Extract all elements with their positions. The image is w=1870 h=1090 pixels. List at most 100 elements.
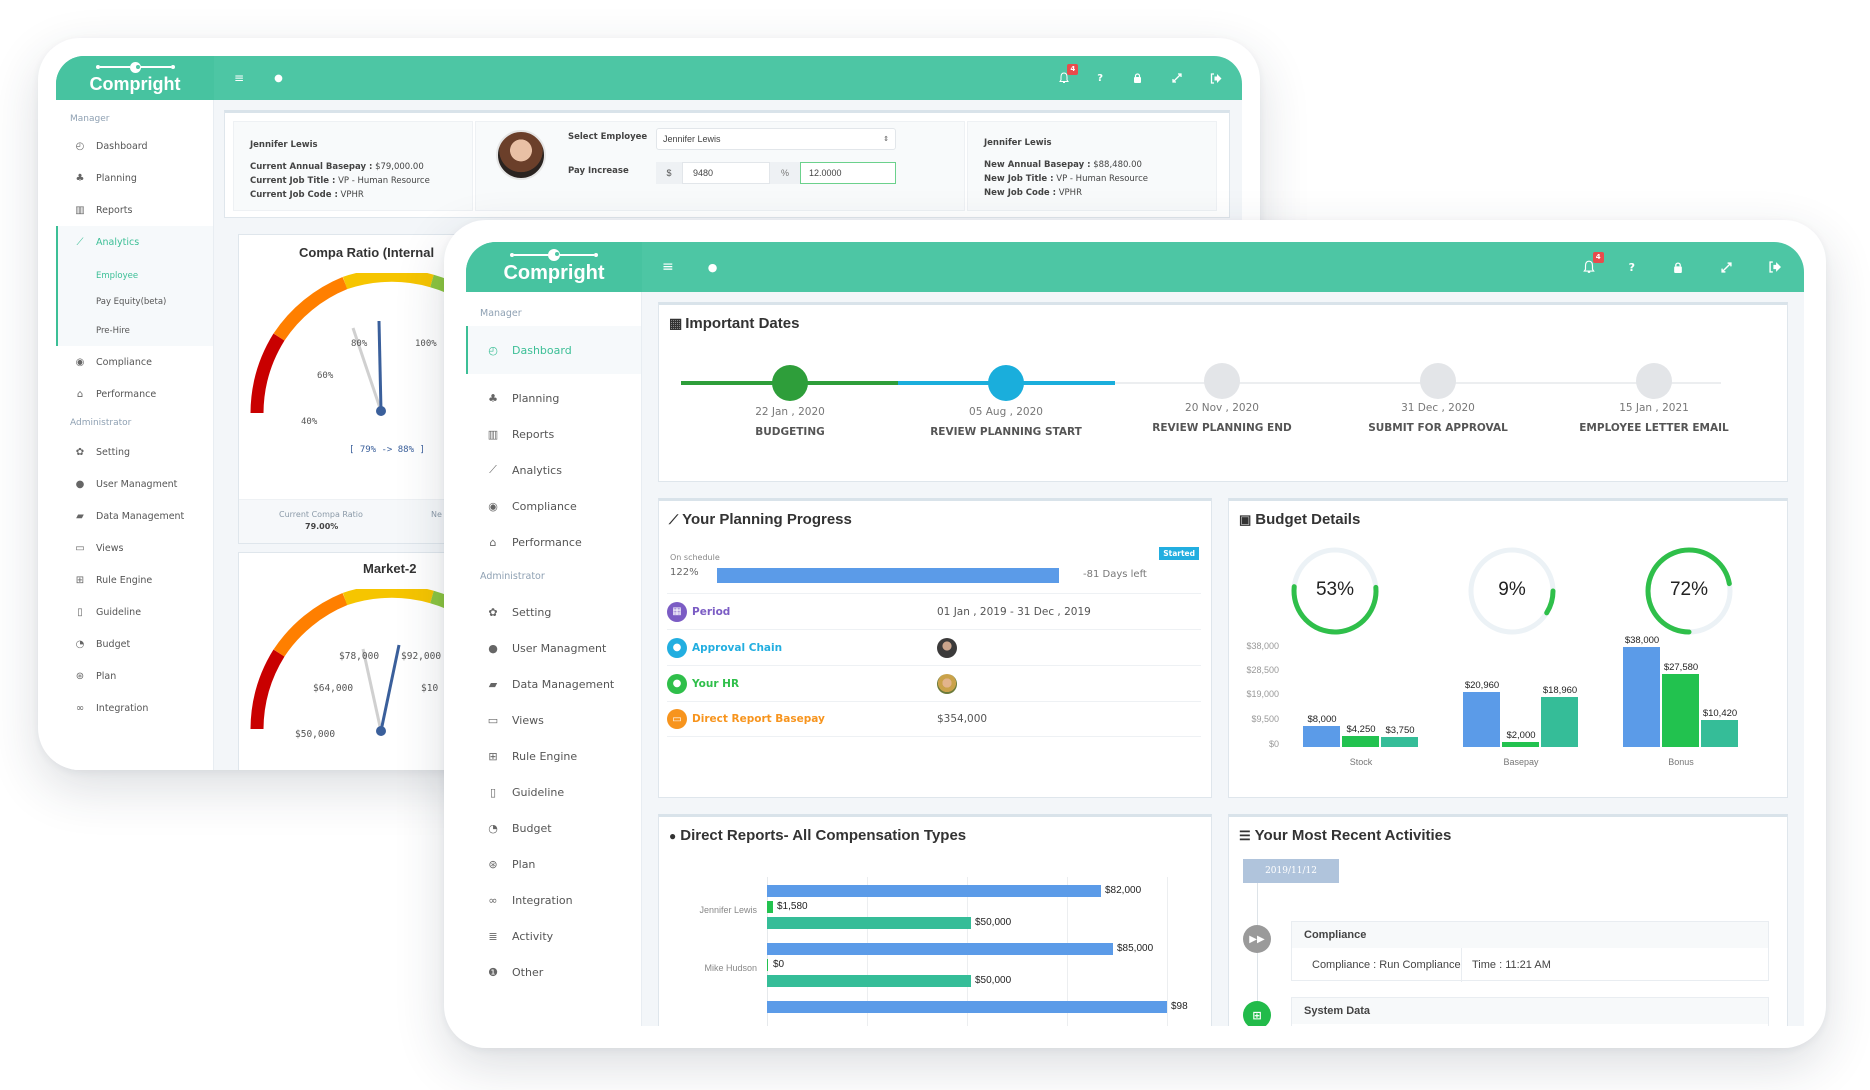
- sidebar-item-data-management[interactable]: ▰ Data Management: [466, 666, 641, 702]
- hbar-mike-s2[interactable]: [767, 959, 768, 971]
- bar-basepay-s3[interactable]: [1541, 697, 1578, 747]
- bar-basepay-s2[interactable]: [1502, 742, 1539, 747]
- bar-stock-s1[interactable]: [1303, 726, 1340, 747]
- bell-icon[interactable]: 4: [1059, 64, 1079, 84]
- sidebar-item-reports[interactable]: ▥ Reports: [487, 427, 555, 441]
- hbar-jennifer-s3[interactable]: [767, 917, 971, 929]
- menu-icon[interactable]: ≡: [234, 71, 245, 85]
- hbar-mike-s3[interactable]: [767, 975, 971, 987]
- bell-icon[interactable]: 4: [1582, 252, 1604, 274]
- y-label-mike: Mike Hudson: [704, 963, 757, 973]
- notification-badge: 4: [1592, 252, 1604, 263]
- milestone-node-letter-email[interactable]: [1636, 363, 1672, 399]
- sidebar-item-reports[interactable]: ▥ Reports: [56, 194, 213, 226]
- sidebar-item-activity[interactable]: ≣ Activity: [466, 918, 641, 954]
- compa-ratio-title: Compa Ratio (Internal: [299, 245, 435, 260]
- info-icon: ❶: [488, 965, 498, 979]
- sidebar-item-plan[interactable]: ⊛ Plan: [466, 846, 641, 882]
- menu-icon[interactable]: ≡: [662, 259, 674, 275]
- logout-icon[interactable]: [1768, 261, 1782, 273]
- bar-bonus-s3[interactable]: [1701, 720, 1738, 747]
- bar-stock-s3[interactable]: [1381, 737, 1418, 747]
- sidebar-item-rule-engine[interactable]: ⊞ Rule Engine: [466, 738, 641, 774]
- activity-card-system-data[interactable]: System Data: [1291, 997, 1769, 1026]
- expand-icon[interactable]: [1172, 73, 1182, 83]
- employee-selector-card: Select Employee Jennifer Lewis ⇕ Pay Inc…: [475, 121, 965, 211]
- sidebar-item-planning[interactable]: ♣ Planning: [56, 162, 213, 194]
- bar-stock-s2[interactable]: [1342, 736, 1379, 747]
- front-sidebar: Manager ◴ Dashboard ♣ Planning ▥ Reports ⟋ A…: [466, 292, 642, 1026]
- lock-icon[interactable]: [1133, 73, 1142, 83]
- hbar-jennifer-s1[interactable]: [767, 885, 1101, 897]
- sidebar-item-setting[interactable]: ✿ Setting: [56, 436, 213, 468]
- milestone-node-review-end[interactable]: [1204, 363, 1240, 399]
- sidebar-item-views[interactable]: ▭ Views: [487, 713, 544, 727]
- select-employee-dropdown[interactable]: Jennifer Lewis ⇕: [656, 128, 896, 150]
- bar-bonus-s2[interactable]: [1662, 674, 1699, 747]
- sidebar-sub-pay-equity[interactable]: Pay Equity(beta): [96, 296, 167, 307]
- sidebar-item-setting[interactable]: ✿ Setting: [466, 594, 641, 630]
- sidebar-item-analytics[interactable]: ⟋ Analytics: [466, 452, 641, 488]
- sidebar-item-rule-engine[interactable]: ⊞ Rule Engine: [56, 564, 213, 596]
- sidebar-item-views[interactable]: ▭ Views: [56, 532, 213, 564]
- user-icon[interactable]: ●: [274, 72, 283, 84]
- back-logo[interactable]: Compright: [56, 56, 214, 100]
- columns-icon: ▯: [77, 606, 83, 618]
- sidebar-item-integration[interactable]: ∞ Integration: [466, 882, 641, 918]
- help-icon[interactable]: ?: [1097, 72, 1103, 84]
- sidebar-item-analytics[interactable]: ⟋ Analytics: [56, 226, 213, 258]
- sidebar-item-guideline[interactable]: ▯ Guideline: [56, 596, 213, 628]
- lifebuoy-icon: ⊛: [75, 670, 85, 682]
- sidebar-item-budget[interactable]: ◔ Budget: [466, 810, 641, 846]
- milestone-node-budgeting[interactable]: [772, 365, 808, 401]
- sidebar-item-performance[interactable]: ⌂ Performance: [466, 524, 641, 560]
- activity-card-compliance[interactable]: Compliance Compliance : Run Compliance T…: [1291, 921, 1769, 982]
- grid-icon: ⊞: [75, 574, 85, 586]
- milestone-label: SUBMIT FOR APPROVAL: [1368, 422, 1508, 434]
- amount-input[interactable]: 9480: [682, 162, 770, 184]
- user-icon[interactable]: ●: [707, 260, 718, 274]
- sidebar-item-data-management[interactable]: ▰ Data Management: [56, 500, 213, 532]
- new-employee-card: Jennifer Lewis New Annual Basepay : $88,…: [967, 121, 1217, 211]
- bar-basepay-s1[interactable]: [1463, 692, 1500, 747]
- lock-icon[interactable]: [1673, 261, 1683, 273]
- front-logo[interactable]: Compright: [466, 242, 642, 292]
- sidebar-item-performance[interactable]: ⌂ Performance: [56, 378, 213, 410]
- sidebar-sub-pre-hire[interactable]: Pre-Hire: [96, 326, 130, 336]
- sidebar-item-guideline[interactable]: ▯ Guideline: [466, 774, 641, 810]
- milestone-node-submit[interactable]: [1420, 363, 1456, 399]
- market-tick-92000: $92,000: [401, 651, 442, 662]
- employee-photo: [496, 130, 546, 180]
- current-compa-value: 79.00%: [305, 522, 339, 531]
- sidebar-item-user-managment[interactable]: ● User Managment: [56, 468, 213, 500]
- help-icon[interactable]: ?: [1628, 260, 1635, 274]
- hbar-row3-s1[interactable]: [767, 1001, 1167, 1013]
- sidebar-item-integration[interactable]: ∞ Integration: [56, 692, 213, 724]
- milestone-label: REVIEW PLANNING END: [1152, 422, 1292, 434]
- sidebar-item-budget[interactable]: ◔ Budget: [56, 628, 213, 660]
- sidebar-sub-employee[interactable]: Employee: [96, 270, 139, 281]
- columns-icon: ▯: [489, 785, 497, 799]
- sidebar-item-compliance[interactable]: ◉ Compliance: [466, 488, 641, 524]
- sidebar-item-planning[interactable]: ♣ Planning: [466, 380, 641, 416]
- sidebar-item-dashboard[interactable]: ◴ Dashboard: [466, 326, 641, 374]
- sidebar-item-dashboard[interactable]: ◴ Dashboard: [56, 130, 213, 162]
- milestone-node-review-start[interactable]: [988, 365, 1024, 401]
- sidebar-item-plan[interactable]: ⊛ Plan: [56, 660, 213, 692]
- logout-icon[interactable]: [1210, 72, 1222, 84]
- bar-bonus-s1[interactable]: [1623, 647, 1660, 747]
- hbar-jennifer-s2[interactable]: [767, 901, 773, 913]
- sidebar-item-user-managment[interactable]: ● User Managment: [466, 630, 641, 666]
- x-label-bonus: Bonus: [1668, 757, 1694, 767]
- percent-input[interactable]: 12.0000: [800, 162, 896, 184]
- dashboard-icon: ◴: [488, 343, 498, 357]
- sidebar-item-compliance[interactable]: ◉ Compliance: [56, 346, 213, 378]
- sidebar-item-other[interactable]: ❶ Other: [466, 954, 641, 990]
- notification-badge: 4: [1067, 64, 1079, 75]
- hbar-mike-s1[interactable]: [767, 943, 1113, 955]
- hr-avatar[interactable]: [937, 673, 957, 694]
- expand-icon[interactable]: [1721, 261, 1732, 273]
- approver-avatar[interactable]: [937, 637, 957, 658]
- lifebuoy-icon: ⊛: [488, 857, 498, 871]
- gear-icon: ✿: [488, 605, 498, 619]
